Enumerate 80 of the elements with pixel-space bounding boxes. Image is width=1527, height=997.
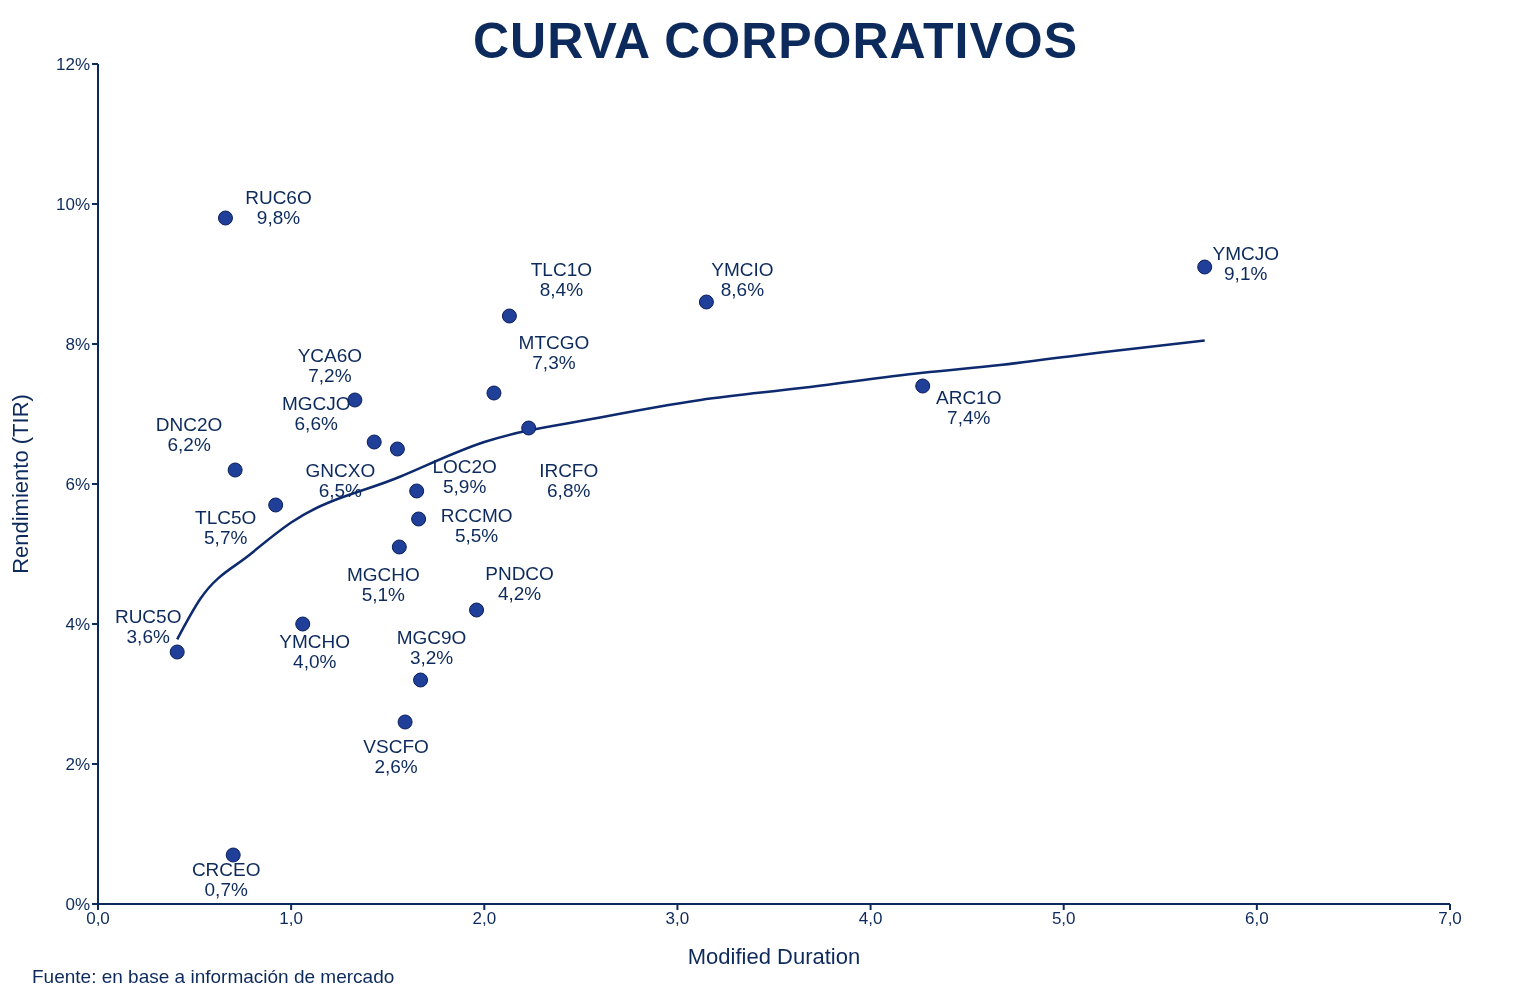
point xyxy=(521,420,537,436)
data-label: 3,2% xyxy=(409,647,454,668)
annotation: YCA6O xyxy=(297,345,363,366)
point xyxy=(169,644,185,660)
data-label: 9,8% xyxy=(256,207,301,228)
annotation: GNCXO xyxy=(305,460,376,481)
data-label: 4,0% xyxy=(293,651,337,672)
annotation: TLC1O xyxy=(530,259,593,280)
annotation: YMCHO xyxy=(279,631,351,652)
data-label: 7,3% xyxy=(532,352,576,373)
point xyxy=(411,511,427,527)
annotation: VSCFO xyxy=(363,736,429,757)
y-tick-label: 6% xyxy=(65,475,90,495)
x-tick-label: 5,0 xyxy=(1051,909,1076,929)
data-label: 6,2% xyxy=(167,434,211,455)
data-label: 7,2% xyxy=(308,365,352,386)
annotation: RUC5O xyxy=(114,606,182,627)
data-label: 8,6% xyxy=(720,279,765,300)
annotation: CRCEO xyxy=(191,859,261,880)
data-label: 7,4% xyxy=(947,407,991,428)
point xyxy=(389,441,405,457)
data-label: 8,4% xyxy=(539,279,584,300)
x-axis-title: Modified Duration xyxy=(687,944,861,969)
annotation: MGCHO xyxy=(346,564,420,585)
annotation: YMCIO xyxy=(711,259,774,280)
data-label: 5,5% xyxy=(454,525,499,546)
source-note: Fuente: en base a información de mercado xyxy=(32,966,395,988)
data-label: 5,9% xyxy=(443,476,487,497)
x-tick-label: 2,0 xyxy=(472,909,497,929)
point xyxy=(295,616,311,632)
annotation: LOC2O xyxy=(432,456,497,477)
point xyxy=(469,602,485,618)
data-label: 6,5% xyxy=(318,480,363,501)
annotation: RCCMO xyxy=(440,505,513,526)
x-tick-label: 0,0 xyxy=(86,909,110,929)
annotation: TLC5O xyxy=(195,507,257,528)
point xyxy=(225,847,241,863)
y-tick-label: 12% xyxy=(55,55,90,75)
data-label: 4,2% xyxy=(497,583,542,604)
point xyxy=(915,378,931,394)
x-tick-label: 1,0 xyxy=(279,909,303,929)
chart-title: CURVA CORPORATIVOS xyxy=(472,13,1079,69)
data-label: 5,7% xyxy=(204,527,248,548)
point xyxy=(409,483,425,499)
data-label: 6,8% xyxy=(547,480,591,501)
point xyxy=(486,385,502,401)
y-tick-label: 4% xyxy=(65,615,90,635)
point xyxy=(268,497,284,513)
x-tick-label: 4,0 xyxy=(858,909,883,929)
data-label: 6,6% xyxy=(294,413,338,434)
annotation: MGC9O xyxy=(396,627,467,648)
point xyxy=(227,462,243,478)
data-label: 5,1% xyxy=(361,584,406,605)
data-label: 9,1% xyxy=(1224,263,1268,284)
point xyxy=(413,672,429,688)
annotation: IRCFO xyxy=(539,460,599,481)
y-axis-title: Rendimiento (TIR) xyxy=(7,394,33,574)
annotation: DNC2O xyxy=(155,414,223,435)
annotation: MGCJO xyxy=(281,393,351,414)
point xyxy=(1197,259,1213,275)
point xyxy=(501,308,517,324)
annotation: PNDCO xyxy=(485,563,554,584)
point xyxy=(698,294,714,310)
annotation: YMCJO xyxy=(1212,243,1279,264)
x-tick-label: 7,0 xyxy=(1438,909,1462,929)
annotation: RUC6O xyxy=(245,187,312,208)
point xyxy=(217,210,233,226)
point xyxy=(397,714,413,730)
point xyxy=(366,434,382,450)
data-label: 3,6% xyxy=(126,626,170,647)
annotation: ARC1O xyxy=(935,387,1002,408)
annotation: MTCGO xyxy=(518,332,590,353)
x-tick-label: 3,0 xyxy=(665,909,690,929)
x-tick-label: 6,0 xyxy=(1245,909,1269,929)
y-tick-label: 10% xyxy=(55,195,90,215)
data-label: 2,6% xyxy=(374,756,418,777)
y-tick-label: 2% xyxy=(65,755,90,775)
y-tick-label: 8% xyxy=(65,335,90,355)
point xyxy=(391,539,407,555)
data-label: 0,7% xyxy=(204,879,248,900)
